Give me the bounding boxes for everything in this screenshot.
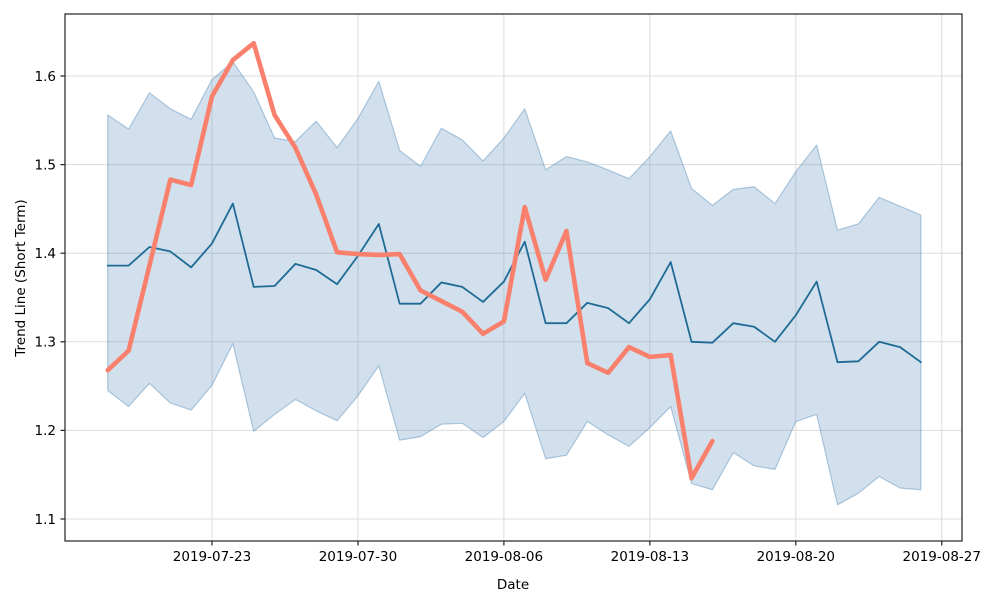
x-tick-label: 2019-08-06 bbox=[465, 549, 543, 565]
short-term-actual-line bbox=[105, 40, 715, 481]
x-tick-label: 2019-08-13 bbox=[611, 549, 689, 565]
y-tick-label: 1.3 bbox=[35, 335, 56, 351]
x-tick-label: 2019-07-23 bbox=[173, 549, 251, 565]
y-tick-label: 1.1 bbox=[35, 512, 56, 528]
y-tick-label: 1.4 bbox=[35, 246, 56, 262]
x-tick-label: 2019-07-30 bbox=[319, 549, 397, 565]
y-tick-label: 1.5 bbox=[35, 157, 56, 173]
axes-spines bbox=[64, 13, 963, 542]
x-tick-label: 2019-08-20 bbox=[757, 549, 835, 565]
confidence-band bbox=[107, 61, 922, 506]
x-tick-label: 2019-08-27 bbox=[903, 549, 981, 565]
y-tick-label: 1.2 bbox=[35, 423, 56, 439]
y-tick-label: 1.6 bbox=[35, 69, 56, 85]
